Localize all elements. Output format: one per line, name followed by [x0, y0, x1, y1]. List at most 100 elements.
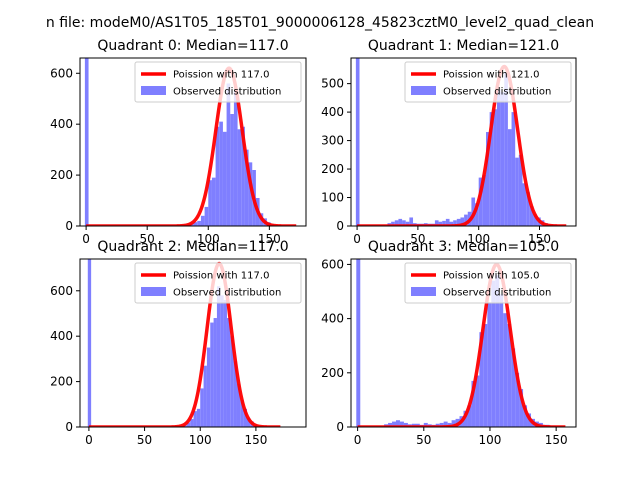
x-tick-label: 50 [410, 232, 425, 246]
histogram-bar [394, 220, 399, 226]
histogram-bar [230, 114, 234, 226]
histogram-bar [226, 318, 231, 427]
histogram-bar [471, 380, 476, 427]
histogram-bar [355, 58, 360, 226]
histogram-bar [529, 206, 534, 226]
y-tick-label: 600 [50, 284, 73, 298]
legend-label-fit: Poission with 121.0 [443, 70, 539, 81]
histogram-bar [236, 383, 241, 427]
histogram-bar [215, 126, 220, 226]
legend-label-hist: Observed distribution [173, 87, 281, 98]
histogram-bar [219, 121, 223, 226]
histogram-bar [511, 112, 516, 226]
axes-frame [79, 57, 307, 227]
x-tick-label: 150 [244, 433, 267, 447]
histogram-bar [211, 177, 216, 226]
x-tick-label: 150 [528, 232, 551, 246]
histogram-bar [193, 411, 197, 427]
histogram-bar [503, 313, 508, 427]
legend-box [134, 262, 302, 304]
legend-label-hist: Observed distribution [443, 87, 551, 98]
histogram-bar [453, 220, 457, 226]
histogram-bar [246, 417, 251, 427]
histogram-bar [489, 112, 494, 226]
histogram-bar [495, 275, 500, 427]
histogram-bar [423, 422, 428, 427]
histogram-bar [522, 183, 527, 226]
histogram-bar [233, 361, 237, 427]
histogram-bar [391, 221, 395, 226]
legend-label-hist: Observed distribution [443, 288, 551, 299]
y-tick-label: 600 [321, 257, 344, 271]
histogram-bar [451, 420, 456, 427]
histogram-bar [240, 399, 244, 427]
poisson-fit-line [84, 66, 298, 226]
histogram-bar [243, 408, 247, 427]
y-tick-label: 400 [50, 329, 73, 343]
histogram-bar [499, 294, 504, 427]
histogram-bar [396, 420, 400, 427]
histogram-bar [443, 421, 448, 427]
histogram-bar [200, 388, 204, 427]
histogram-bar [248, 162, 253, 226]
x-tick-label: 50 [140, 232, 155, 246]
legend-label-fit: Poission with 117.0 [173, 70, 269, 81]
subplot-title: Quadrant 1: Median=121.0 [368, 38, 559, 54]
legend-box [404, 262, 572, 304]
x-tick-label: 0 [85, 433, 93, 447]
histogram-bar [392, 421, 396, 427]
y-tick-label: 0 [65, 420, 73, 434]
histogram-bar [197, 220, 201, 226]
poisson-fit-line [355, 64, 568, 226]
x-tick-label: 0 [82, 232, 90, 246]
histogram-bar [230, 336, 234, 427]
histogram-bar [241, 126, 245, 226]
histogram-bar [409, 217, 414, 226]
histogram-bar [220, 295, 224, 427]
histogram-bar [515, 157, 519, 226]
histogram-bar [196, 408, 201, 427]
legend-box [134, 61, 302, 103]
subplot-title: Quadrant 3: Median=105.0 [368, 239, 559, 255]
poisson-fit-line [87, 261, 282, 427]
legend-hist-swatch [141, 86, 166, 95]
subplot-quadrant-1: 0 50 100 150 0 100 200 300 400 500 Quadrant 1: Med… [321, 38, 577, 246]
plot-area [87, 259, 282, 427]
histogram-bar [467, 405, 472, 427]
histogram-bar [434, 220, 439, 226]
y-tick-label: 400 [321, 105, 344, 119]
histogram-bar [507, 129, 512, 226]
y-tick-label: 0 [336, 420, 344, 434]
histogram-bar [486, 132, 490, 226]
legend-label-hist: Observed distribution [173, 288, 281, 299]
histogram-bar [190, 419, 194, 427]
x-tick-label: 50 [137, 433, 152, 447]
subplot-title: Quadrant 0: Median=117.0 [97, 38, 288, 54]
legend-label-fit: Poission with 117.0 [173, 271, 269, 282]
histogram-bar [482, 174, 486, 226]
histogram-bar [518, 154, 523, 226]
histogram-bar [526, 191, 530, 226]
y-tick-label: 400 [321, 312, 344, 326]
histogram-bar [483, 324, 488, 427]
y-tick-label: 400 [50, 117, 73, 131]
legend-hist-swatch [141, 287, 166, 296]
plot-area [355, 58, 568, 226]
x-tick-label: 100 [467, 232, 490, 246]
y-tick-label: 200 [50, 375, 73, 389]
histogram-bar [438, 221, 443, 226]
histogram-bar [405, 221, 410, 226]
x-tick-label: 150 [545, 433, 568, 447]
histogram-bar [186, 422, 191, 427]
histogram-bar [460, 217, 465, 226]
subplot-quadrant-2: 0 50 100 150 0 200 400 600 Quadrant 2: Median=11… [50, 239, 307, 447]
histogram-bar [464, 214, 468, 226]
y-tick-label: 200 [321, 162, 344, 176]
x-tick-label: 100 [189, 433, 212, 447]
y-tick-label: 600 [50, 66, 73, 80]
histogram-bar [523, 405, 528, 427]
histogram-bar [475, 203, 479, 226]
y-tick-label: 500 [321, 77, 344, 91]
histogram-bar [399, 421, 404, 427]
x-tick-label: 100 [479, 433, 502, 447]
